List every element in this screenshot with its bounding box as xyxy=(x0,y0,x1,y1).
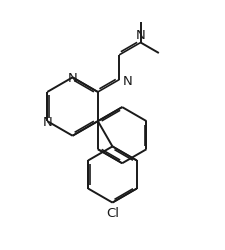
Text: N: N xyxy=(135,29,145,42)
Text: N: N xyxy=(122,75,132,88)
Text: N: N xyxy=(68,72,77,85)
Text: Cl: Cl xyxy=(106,206,118,219)
Text: N: N xyxy=(42,115,52,128)
